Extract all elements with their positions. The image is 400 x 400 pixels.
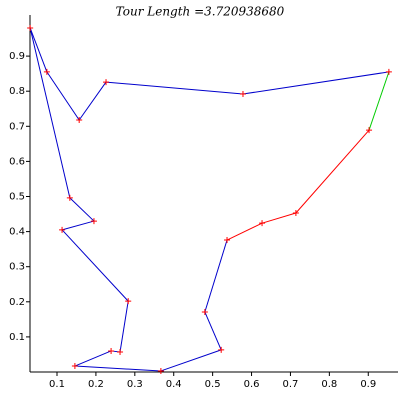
- y-tick-label: 0.1: [9, 332, 25, 343]
- y-tick-label: 0.7: [9, 121, 25, 132]
- city-point: [103, 79, 110, 86]
- tour-segment: [295, 129, 370, 214]
- x-tick-label: 0.7: [282, 379, 298, 390]
- city-point: [43, 68, 50, 75]
- x-tick-label: 0.1: [49, 379, 65, 390]
- tour-segment: [61, 220, 95, 231]
- tour-segment: [74, 350, 112, 367]
- city-point: [27, 25, 34, 32]
- city-point: [108, 347, 115, 354]
- tour-segment: [204, 239, 228, 313]
- x-tick-label: 0.3: [127, 379, 143, 390]
- tour-segment: [78, 81, 107, 121]
- y-tick-label: 0.6: [9, 156, 25, 167]
- city-point: [224, 237, 231, 244]
- city-point: [201, 308, 208, 315]
- city-point: [239, 91, 246, 98]
- x-tick-label: 0.6: [244, 379, 260, 390]
- tour-segment: [69, 197, 95, 222]
- tour-segment: [74, 365, 161, 372]
- tour-segment: [226, 222, 263, 241]
- city-point: [292, 209, 299, 216]
- tour-segment: [61, 229, 129, 302]
- city-point: [76, 116, 83, 123]
- city-point: [66, 194, 73, 201]
- city-point: [71, 363, 78, 370]
- chart-title: Tour Length =3.720938680: [116, 5, 285, 19]
- x-tick-label: 0.9: [360, 379, 376, 390]
- city-point: [117, 348, 124, 355]
- tour-segment: [160, 349, 222, 372]
- y-tick-label: 0.5: [9, 192, 25, 203]
- y-tick-label: 0.2: [9, 297, 25, 308]
- city-point: [259, 220, 266, 227]
- tour-segment: [46, 71, 80, 121]
- city-point: [59, 226, 66, 233]
- city-point: [157, 367, 164, 374]
- y-tick-label: 0.4: [9, 227, 25, 238]
- city-point: [385, 68, 392, 75]
- x-tick-label: 0.4: [166, 379, 182, 390]
- city-point: [90, 218, 97, 225]
- tour-segment: [105, 81, 244, 95]
- tour-segment: [204, 311, 222, 351]
- y-tick-label: 0.3: [9, 262, 25, 273]
- city-point: [366, 127, 373, 134]
- tour-segment: [119, 301, 129, 353]
- x-tick-label: 0.5: [205, 379, 221, 390]
- tour-segment: [29, 27, 48, 73]
- city-point: [218, 346, 225, 353]
- city-point: [125, 298, 132, 305]
- tour-segment: [242, 71, 389, 95]
- y-tick-label: 0.9: [9, 51, 25, 62]
- y-tick-label: 0.8: [9, 86, 25, 97]
- x-tick-label: 0.2: [88, 379, 104, 390]
- x-tick-label: 0.8: [321, 379, 337, 390]
- tour-segment: [368, 71, 390, 131]
- tour-segment: [261, 212, 297, 224]
- tour-segment: [29, 27, 71, 199]
